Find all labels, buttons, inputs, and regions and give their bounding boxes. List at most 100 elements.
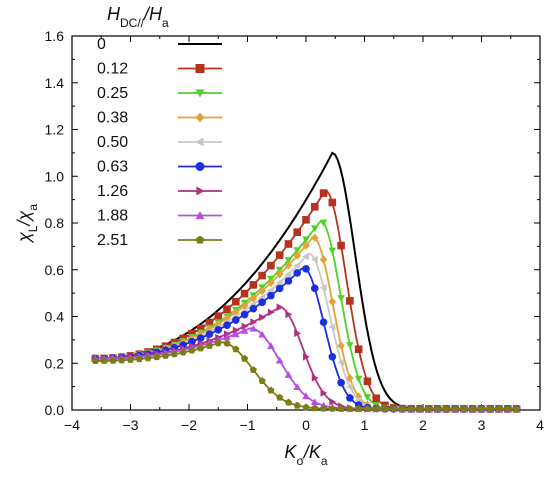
data-point	[311, 404, 319, 412]
legend-label: 2.51	[97, 232, 128, 249]
data-point	[372, 405, 380, 412]
data-point	[284, 257, 293, 265]
legend-marker	[195, 137, 204, 147]
data-point	[267, 278, 275, 288]
data-point	[196, 324, 205, 333]
data-point	[258, 271, 266, 280]
data-point	[310, 225, 319, 233]
data-point	[223, 305, 231, 314]
data-point	[451, 405, 459, 412]
data-point	[258, 298, 266, 307]
data-point	[240, 301, 249, 310]
data-point	[293, 261, 301, 270]
series-0-50	[91, 252, 520, 413]
data-point	[179, 348, 187, 356]
data-point	[214, 312, 223, 320]
x-tick-label: −4	[64, 417, 80, 433]
y-tick-label: 0.4	[45, 309, 65, 325]
data-point	[267, 308, 275, 317]
label-part: /	[302, 442, 311, 462]
data-point	[153, 353, 161, 361]
legend-item: 0.25	[97, 85, 222, 102]
series-2-51	[91, 339, 521, 412]
data-point	[320, 389, 328, 397]
data-point	[285, 310, 293, 319]
data-point	[355, 405, 363, 412]
data-point	[267, 291, 275, 300]
data-point	[434, 405, 442, 412]
data-point	[381, 405, 389, 412]
data-point	[170, 350, 178, 358]
data-point	[188, 329, 196, 338]
data-point	[469, 405, 477, 412]
data-point	[118, 356, 126, 364]
legend-item: 0	[97, 36, 222, 53]
data-point	[310, 233, 319, 242]
data-point	[240, 354, 249, 362]
data-point	[100, 357, 108, 364]
data-point	[258, 377, 266, 385]
data-point	[259, 313, 266, 322]
data-point	[346, 405, 354, 412]
data-point	[310, 202, 319, 211]
data-point	[223, 330, 231, 338]
data-point	[91, 357, 100, 364]
data-point	[205, 330, 214, 338]
data-point	[240, 326, 249, 334]
data-point	[512, 405, 521, 412]
data-point	[267, 342, 275, 350]
data-point	[197, 344, 205, 352]
legend-label: 1.26	[97, 183, 128, 200]
data-point	[302, 241, 310, 250]
data-point	[144, 354, 152, 362]
data-point	[311, 374, 319, 382]
legend-label: 1.88	[97, 208, 128, 225]
data-point	[346, 297, 354, 305]
x-tick-label: 1	[361, 417, 369, 433]
data-point	[284, 370, 293, 378]
data-point	[232, 345, 240, 353]
series-layer	[91, 151, 521, 414]
data-point	[214, 339, 222, 347]
data-point	[302, 403, 310, 411]
y-tick-label: 0.6	[45, 262, 65, 278]
data-point	[232, 326, 240, 335]
data-point	[477, 405, 486, 412]
label-subscript: σ	[296, 454, 304, 468]
data-point	[188, 346, 196, 354]
label-part: χ	[14, 231, 34, 244]
legend-marker	[195, 211, 205, 220]
label-part: χ	[14, 209, 34, 222]
x-tick-label: 3	[478, 417, 486, 433]
data-point	[126, 355, 135, 363]
label-subscript: L	[26, 225, 40, 232]
data-point	[267, 261, 275, 270]
data-point	[250, 318, 258, 326]
data-point	[232, 308, 240, 317]
data-point	[337, 341, 345, 350]
data-point	[284, 240, 293, 248]
data-point	[328, 297, 337, 306]
data-point	[442, 405, 451, 412]
label-part: K	[284, 442, 297, 462]
legend-label: 0.25	[97, 85, 128, 102]
series-0-38	[91, 233, 521, 414]
data-point	[258, 286, 266, 296]
legend-marker	[196, 186, 205, 196]
data-point	[302, 352, 310, 361]
data-point	[284, 270, 292, 279]
data-point	[275, 356, 284, 364]
data-point	[337, 358, 345, 367]
series-1-88	[91, 324, 521, 412]
data-point	[319, 318, 328, 326]
data-point	[319, 189, 328, 197]
series-0-12	[91, 189, 521, 413]
data-point	[275, 284, 284, 293]
data-point	[329, 398, 337, 406]
legend-item: 0.12	[97, 61, 222, 78]
series-line	[95, 151, 517, 410]
data-point	[109, 356, 117, 364]
legend-item: 1.88	[97, 208, 222, 225]
data-point	[294, 329, 302, 338]
y-tick-label: 1.4	[45, 75, 65, 91]
